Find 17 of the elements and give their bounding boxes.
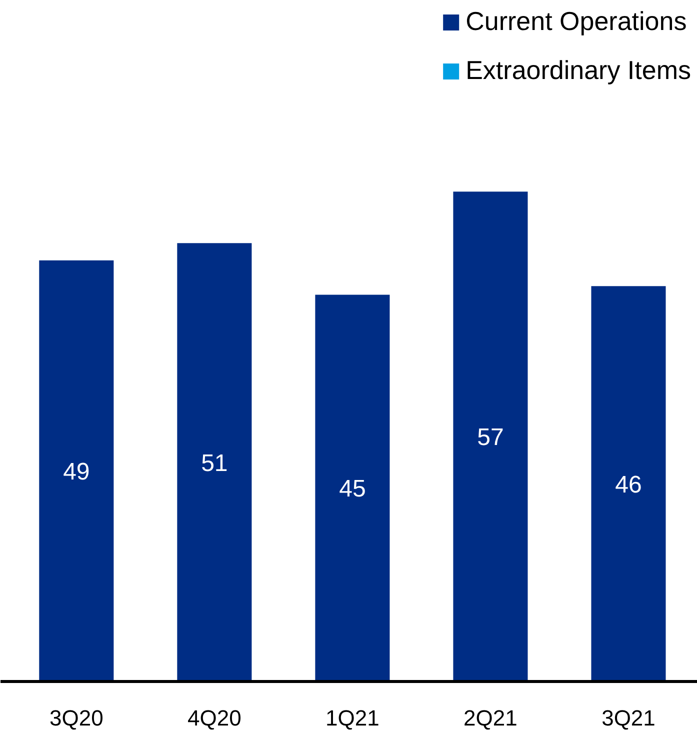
data-label: 46 bbox=[615, 471, 642, 498]
bar bbox=[315, 294, 390, 682]
x-tick-label: 1Q21 bbox=[326, 706, 380, 730]
x-tick-label: 4Q20 bbox=[188, 706, 242, 730]
data-label: 45 bbox=[339, 476, 366, 503]
x-tick-label: 2Q21 bbox=[464, 706, 518, 730]
bar bbox=[39, 260, 114, 682]
legend-label: Extraordinary Items bbox=[466, 55, 691, 86]
data-label: 49 bbox=[63, 458, 90, 486]
legend-label: Current Operations bbox=[466, 6, 687, 37]
bar bbox=[453, 192, 528, 682]
data-label: 51 bbox=[201, 450, 228, 477]
bar bbox=[591, 286, 666, 682]
bar bbox=[177, 243, 252, 682]
x-tick-label: 3Q20 bbox=[50, 706, 104, 730]
x-tick-label: 3Q21 bbox=[602, 706, 656, 730]
data-label: 57 bbox=[477, 424, 504, 452]
